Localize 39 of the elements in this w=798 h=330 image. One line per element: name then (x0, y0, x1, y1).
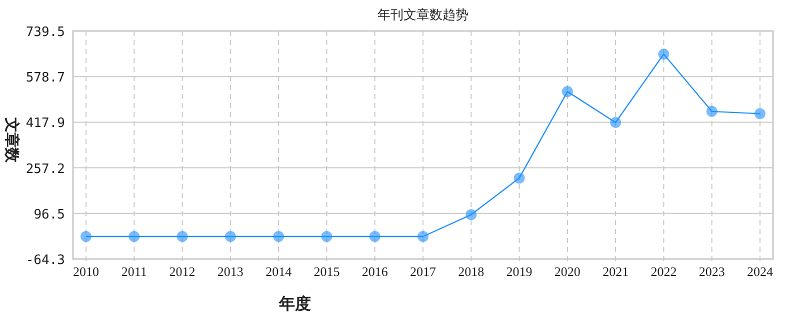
x-tick-label: 2011 (121, 264, 147, 279)
x-axis-title: 年度 (278, 294, 311, 313)
x-tick-label: 2024 (747, 264, 774, 279)
x-tick-label: 2016 (362, 264, 388, 279)
y-tick-label: 257.2 (26, 162, 65, 177)
x-tick-label: 2013 (217, 264, 244, 279)
point (514, 172, 525, 184)
point (224, 231, 236, 242)
point (128, 231, 140, 242)
point (80, 231, 92, 242)
y-tick-label: 739.5 (26, 25, 65, 40)
x-tick-label: 2010 (73, 264, 99, 279)
point (273, 231, 284, 242)
y-tick-label: 417.9 (26, 116, 65, 132)
point (562, 86, 573, 98)
point (706, 106, 718, 117)
point (176, 231, 188, 242)
x-tick-label: 2017 (410, 264, 436, 279)
x-tick-label: 2015 (314, 264, 340, 279)
x-tick-label: 2022 (650, 264, 677, 279)
point (610, 116, 622, 128)
point (754, 108, 766, 120)
point (658, 48, 670, 60)
x-tick-label: 2023 (698, 264, 725, 279)
y-tick-label: 578.7 (26, 70, 65, 86)
x-tick-label: 2012 (169, 264, 196, 279)
chart-title: 年刊文章数趋势 (378, 7, 468, 22)
x-tick-label: 2014 (266, 264, 292, 279)
point (321, 231, 332, 242)
x-tick-label: 2019 (506, 264, 532, 279)
y-tick-label: -64.3 (26, 253, 65, 268)
y-axis-title: 文章数 (3, 116, 21, 164)
x-tick-label: 2018 (458, 264, 484, 279)
point (466, 209, 477, 220)
x-tick-label: 2021 (602, 264, 629, 279)
point (369, 231, 380, 242)
x-tick-label: 2020 (554, 264, 580, 279)
point (418, 231, 428, 242)
y-tick-label: 96.5 (34, 207, 65, 222)
